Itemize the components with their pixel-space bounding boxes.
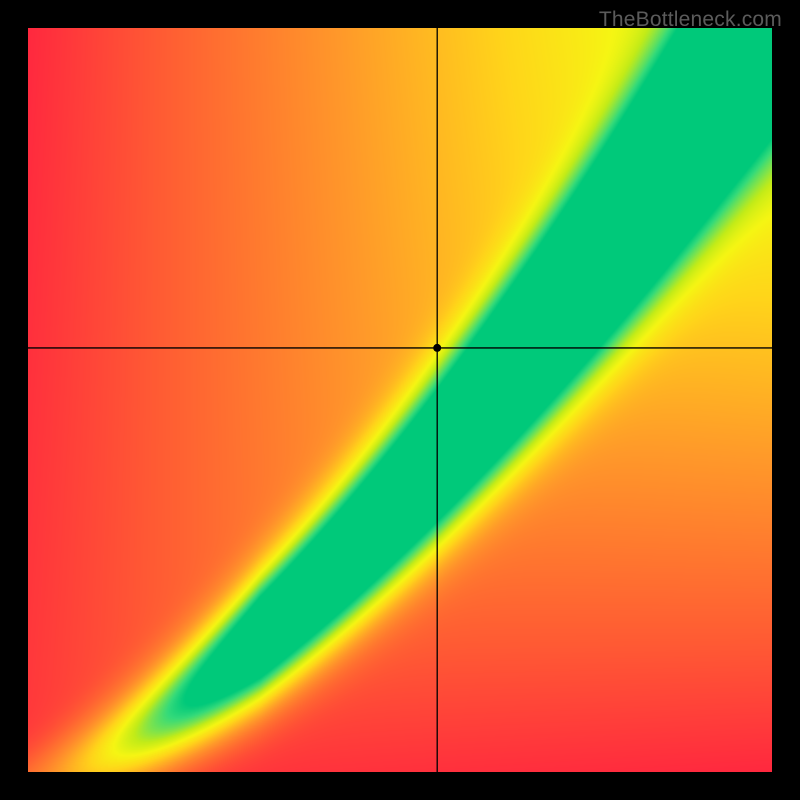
heatmap-canvas [28, 28, 772, 772]
bottleneck-heatmap [28, 28, 772, 772]
watermark-text: TheBottleneck.com [599, 8, 782, 32]
